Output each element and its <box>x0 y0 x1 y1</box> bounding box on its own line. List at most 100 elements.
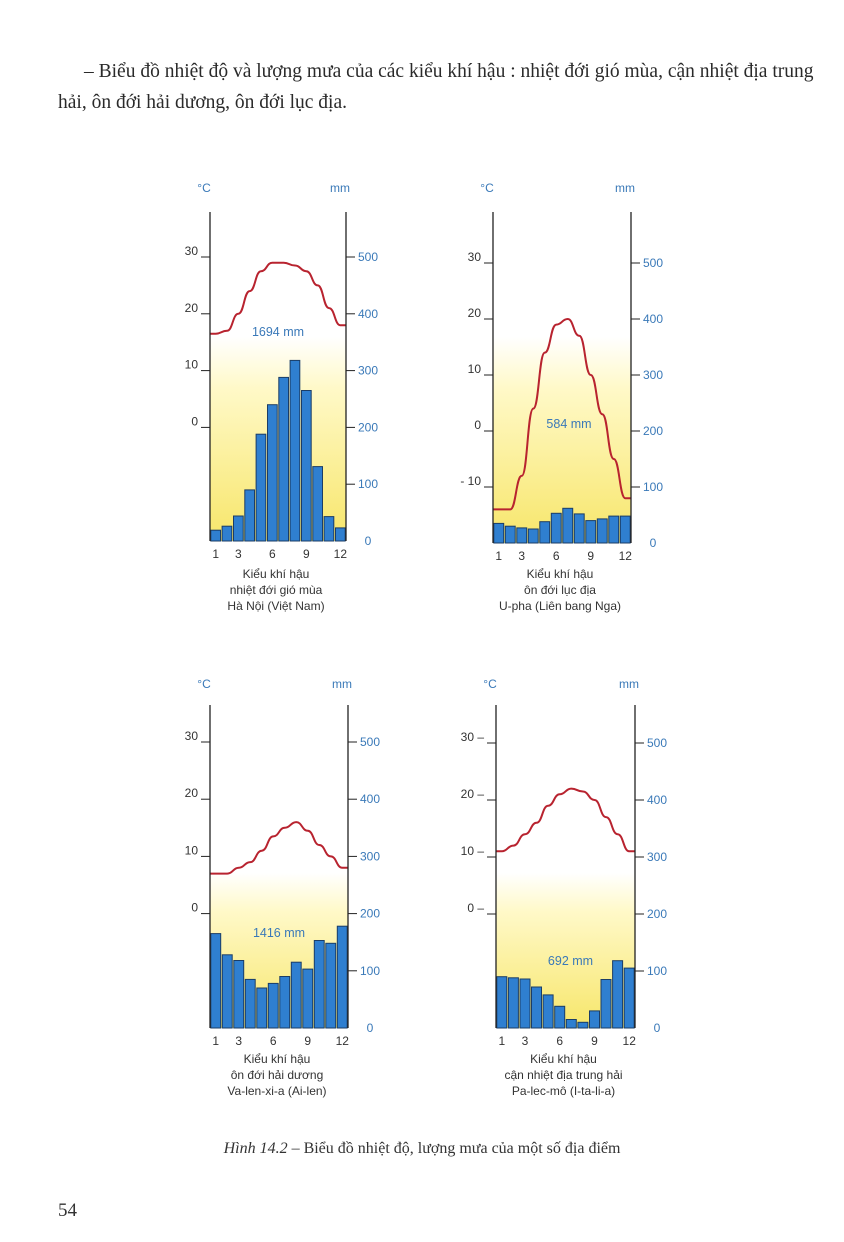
rainfall-bar-month-9 <box>585 520 597 544</box>
rainfall-tick-label: 500 <box>358 250 378 264</box>
rainfall-bar-month-11 <box>612 960 624 1029</box>
rainfall-bar-month-4 <box>244 489 256 542</box>
rainfall-bar-month-12 <box>336 925 348 1029</box>
total-rainfall-label: 1416 mm <box>253 926 305 940</box>
month-tick-label: 3 <box>235 547 242 561</box>
rainfall-bar-month-7 <box>565 1019 577 1029</box>
chart-background <box>210 873 348 1028</box>
rainfall-tick-label: 200 <box>358 420 378 434</box>
rainfall-tick-label: 100 <box>647 964 667 978</box>
month-tick-label: 9 <box>587 549 594 563</box>
rainfall-bar-month-7 <box>562 507 574 544</box>
month-tick-label: 9 <box>303 547 310 561</box>
temperature-line <box>210 821 348 875</box>
rainfall-bar-month-12 <box>623 967 635 1029</box>
temperature-tick-label: 20 – <box>461 787 485 801</box>
rainfall-bar-month-12 <box>335 527 346 542</box>
chart-background <box>493 337 631 543</box>
temperature-tick-label: 30 <box>185 244 199 258</box>
rainfall-tick-label: 300 <box>643 368 663 382</box>
rainfall-unit-label: mm <box>330 181 350 195</box>
rainfall-tick-label: 100 <box>643 480 663 494</box>
rainfall-bar-month-11 <box>323 516 335 542</box>
figure-caption: Hình 14.2 – Biểu đồ nhiệt độ, lượng mưa … <box>0 1140 844 1158</box>
rainfall-bar-month-8 <box>290 961 302 1029</box>
rainfall-tick-label: 200 <box>360 907 380 921</box>
rainfall-bar-month-1 <box>493 522 505 544</box>
rainfall-bar-month-10 <box>312 466 323 542</box>
rainfall-bar-month-3 <box>516 527 528 544</box>
temperature-tick-label: 30 <box>185 729 199 743</box>
temperature-tick-label: - 10 <box>460 474 481 488</box>
month-tick-label: 12 <box>623 1034 637 1048</box>
temperature-line <box>493 317 631 511</box>
month-tick-label: 6 <box>270 1034 277 1048</box>
chart-background <box>210 337 346 541</box>
month-tick-label: 3 <box>235 1034 242 1048</box>
figure-caption-text: – Biểu đồ nhiệt độ, lượng mưa của một số… <box>287 1140 621 1157</box>
temperature-tick-label: 0 <box>191 414 198 428</box>
chart-title-line: nhiệt đới gió mùa <box>230 583 323 597</box>
rainfall-bar-month-3 <box>233 960 245 1029</box>
month-tick-label: 9 <box>304 1034 311 1048</box>
rainfall-bar-month-8 <box>289 359 301 542</box>
chart-title-line: ôn đới lục địa <box>524 583 596 597</box>
month-tick-label: 1 <box>212 547 219 561</box>
temperature-unit-label: °C <box>197 181 211 195</box>
rainfall-tick-label: 100 <box>360 964 380 978</box>
total-rainfall-label: 584 mm <box>546 417 591 431</box>
temperature-unit-label: °C <box>480 181 494 195</box>
chart-title-line: Va-len-xi-a (Ai-len) <box>227 1084 326 1098</box>
rainfall-tick-label: 100 <box>358 477 378 491</box>
month-tick-label: 6 <box>556 1034 563 1048</box>
rainfall-bar-month-8 <box>577 1021 589 1029</box>
rainfall-tick-label: 400 <box>358 307 378 321</box>
temperature-tick-label: 20 <box>185 786 199 800</box>
chart-title-line: Hà Nội (Việt Nam) <box>227 599 324 613</box>
rainfall-bar-month-5 <box>542 994 554 1029</box>
rainfall-tick-label: 400 <box>643 312 663 326</box>
rainfall-tick-label: 200 <box>647 907 667 921</box>
rainfall-unit-label: mm <box>332 677 352 691</box>
rainfall-bar-month-6 <box>554 1005 566 1029</box>
month-tick-label: 3 <box>522 1034 529 1048</box>
intro-paragraph: – Biểu đồ nhiệt độ và lượng mưa của các … <box>58 61 814 113</box>
month-tick-label: 1 <box>212 1034 219 1048</box>
chart-title-line: cận nhiệt địa trung hải <box>504 1068 622 1082</box>
rainfall-bar-month-9 <box>589 1010 600 1029</box>
rainfall-tick-label: 0 <box>367 1021 374 1035</box>
rainfall-bar-month-6 <box>550 512 562 544</box>
month-tick-label: 6 <box>553 549 560 563</box>
rainfall-tick-label: 0 <box>365 534 372 548</box>
rainfall-bar-month-4 <box>531 986 542 1029</box>
rainfall-unit-label: mm <box>619 677 639 691</box>
temperature-unit-label: °C <box>197 677 211 691</box>
temperature-unit-label: °C <box>483 677 497 691</box>
chart-title-line: Kiểu khí hậu <box>527 567 594 581</box>
chart-title-line: U-pha (Liên bang Nga) <box>499 599 621 613</box>
rainfall-bar-month-2 <box>221 525 233 542</box>
rainfall-bar-month-3 <box>233 515 244 542</box>
temperature-tick-label: 20 <box>468 306 482 320</box>
month-tick-label: 3 <box>518 549 525 563</box>
rainfall-bar-month-5 <box>539 521 551 544</box>
rainfall-tick-label: 0 <box>650 536 657 550</box>
temperature-tick-label: 0 <box>474 418 481 432</box>
rainfall-bar-month-4 <box>244 978 256 1029</box>
rainfall-bar-month-9 <box>302 968 314 1029</box>
chart-title-line: Kiểu khí hậu <box>530 1052 597 1066</box>
total-rainfall-label: 692 mm <box>548 954 593 968</box>
rainfall-bar-month-8 <box>573 513 585 544</box>
temperature-tick-label: 10 <box>185 358 199 372</box>
rainfall-bar-month-10 <box>600 979 612 1029</box>
rainfall-bar-month-2 <box>504 525 516 544</box>
temperature-tick-label: 10 <box>185 843 199 857</box>
rainfall-bar-month-7 <box>279 976 291 1029</box>
rainfall-bar-month-11 <box>325 942 337 1029</box>
temperature-line <box>210 261 346 335</box>
temperature-tick-label: 0 – <box>467 901 484 915</box>
rainfall-tick-label: 400 <box>647 793 667 807</box>
rainfall-bar-month-5 <box>255 433 267 542</box>
